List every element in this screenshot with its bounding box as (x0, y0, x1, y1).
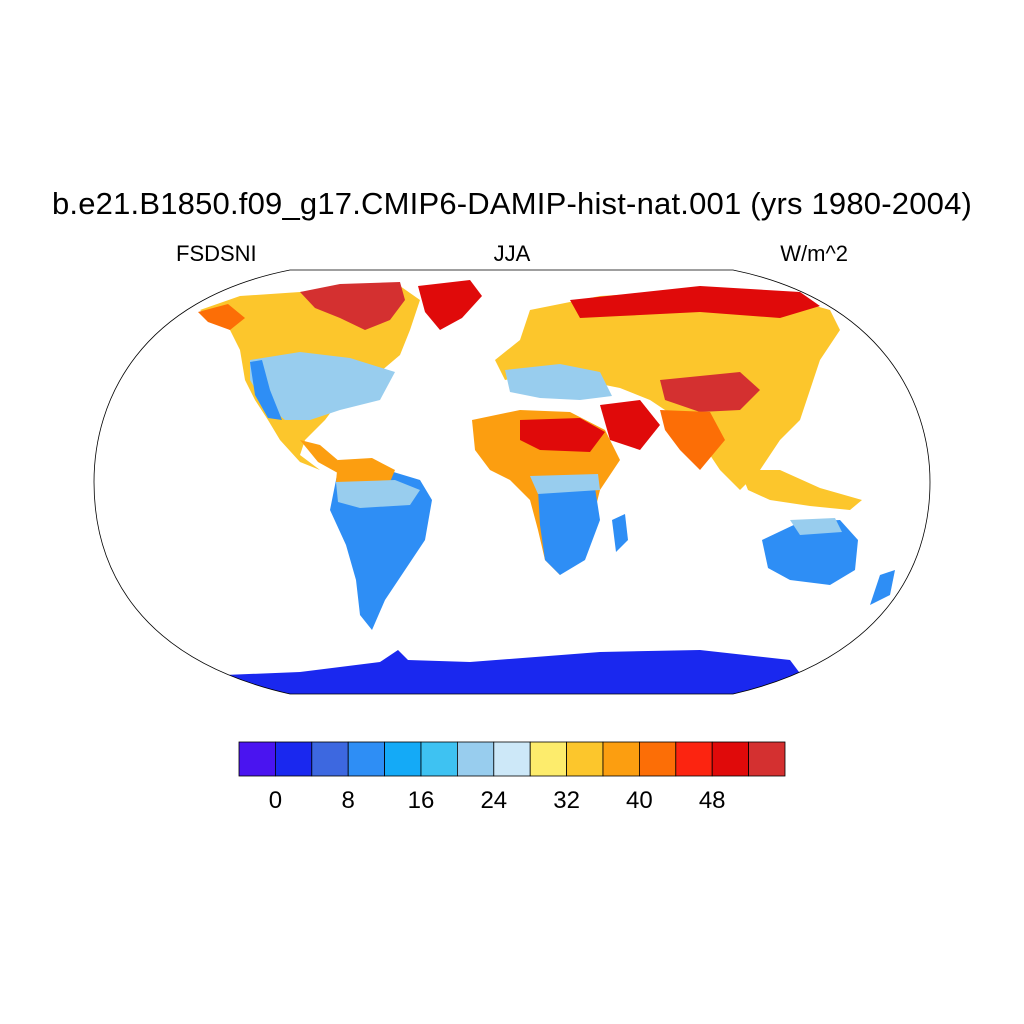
south-america-north (336, 458, 395, 486)
alaska (198, 304, 245, 330)
south-america-region (330, 468, 432, 630)
colorbar-swatch (238, 741, 276, 777)
colorbar-swatch (311, 741, 349, 777)
australia-north (790, 518, 842, 535)
africa-band (530, 474, 600, 494)
north-america-interior (250, 352, 395, 420)
north-america-west (250, 360, 282, 420)
sahara (520, 418, 605, 452)
colorbar-tick-label: 40 (626, 787, 653, 814)
new-zealand (870, 570, 895, 605)
colorbar-swatch (420, 741, 458, 777)
colorbar-tick-label: 8 (341, 787, 355, 814)
colorbar-tick-label: 0 (268, 787, 283, 814)
greenland (418, 280, 482, 330)
south-america-band (336, 480, 420, 508)
variable-label: FSDSNI (176, 241, 257, 266)
siberia-north (570, 286, 820, 318)
colorbar-swatch (274, 741, 313, 777)
africa-south (538, 488, 600, 575)
colorbar-swatch (602, 741, 640, 777)
plot-title: b.e21.B1850.f09_g17.CMIP6-DAMIP-hist-nat… (51, 186, 973, 221)
colorbar-swatch (639, 741, 677, 777)
season-label: JJA (493, 241, 531, 266)
colorbar-swatch (529, 741, 568, 777)
southeast-asia (740, 470, 862, 510)
india (660, 410, 725, 470)
colorbar-tick-label: 16 (407, 787, 435, 814)
colorbar-swatch (748, 741, 786, 777)
antarctica-region (200, 650, 820, 694)
europe-west (505, 364, 612, 400)
colorbar-swatch (711, 741, 750, 777)
arctic-canada (300, 282, 405, 330)
globe-outline (93, 269, 931, 695)
units-label: W/m^2 (780, 241, 848, 266)
colorbar-swatch (566, 741, 604, 777)
colorbar-tick-label: 32 (553, 787, 580, 814)
land-field (198, 280, 895, 694)
middle-east (600, 400, 660, 450)
madagascar (612, 514, 628, 552)
colorbar-swatch (675, 741, 713, 777)
colorbar-swatch (493, 741, 531, 777)
colorbar-tick-label: 48 (698, 787, 726, 814)
colorbar (238, 741, 786, 777)
tibet-plateau (660, 372, 760, 412)
colorbar-swatch (384, 741, 422, 777)
colorbar-swatch (347, 741, 386, 777)
australia-region (762, 520, 858, 585)
colorbar-tick-label: 24 (480, 787, 508, 814)
colorbar-swatch (456, 741, 495, 777)
